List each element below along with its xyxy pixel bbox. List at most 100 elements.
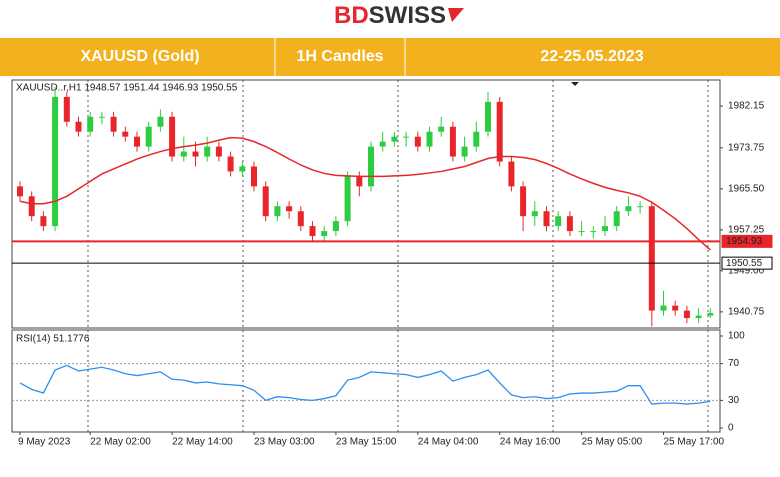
candle-body xyxy=(28,196,35,217)
candle-body xyxy=(309,226,316,237)
logo-b: SWISS xyxy=(369,2,446,29)
x-tick-label: 23 May 15:00 xyxy=(336,437,397,448)
candle-body xyxy=(578,231,585,233)
logo-icon xyxy=(448,8,464,22)
date-range: 22-25.05.2023 xyxy=(540,48,643,65)
candle-body xyxy=(379,141,386,147)
candle-body xyxy=(63,96,70,122)
candle-body xyxy=(543,211,550,227)
y-tick-label: 1973.75 xyxy=(728,142,765,153)
price-label: 1954.93 xyxy=(726,236,763,247)
candle-body xyxy=(251,166,257,187)
candle-body xyxy=(473,131,480,147)
candle-body xyxy=(531,211,538,217)
moving-average xyxy=(19,136,711,251)
candle-body xyxy=(660,305,667,311)
y-tick-label: 1957.25 xyxy=(728,224,765,235)
candle-body xyxy=(461,146,468,157)
candle-body xyxy=(157,116,164,127)
candle-body xyxy=(602,226,608,232)
marker xyxy=(571,82,579,86)
x-tick-label: 23 May 03:00 xyxy=(254,437,315,448)
rsi-line xyxy=(19,364,711,405)
candle-body xyxy=(566,216,573,232)
candle-body xyxy=(98,116,105,118)
y-tick-label: 0 xyxy=(728,423,734,434)
rsi-title: RSI(14) 51.1776 xyxy=(16,334,90,345)
candle-body xyxy=(169,116,176,157)
candle-body xyxy=(192,151,199,157)
candle-body xyxy=(134,136,140,147)
candle-body xyxy=(17,186,23,197)
x-tick-label: 22 May 02:00 xyxy=(90,437,151,448)
y-tick-label: 1949.00 xyxy=(728,265,765,276)
x-tick-label: 9 May 2023 xyxy=(18,437,71,448)
candle-body xyxy=(368,146,374,187)
candle-body xyxy=(274,206,281,217)
candle-body xyxy=(449,126,456,157)
price-label-box xyxy=(721,234,773,248)
candle-body xyxy=(555,216,562,227)
candle-body xyxy=(262,186,269,217)
candle-body xyxy=(508,161,515,187)
candle-body xyxy=(426,131,433,147)
candle-body xyxy=(356,176,363,187)
x-tick-label: 25 May 17:00 xyxy=(664,437,725,448)
candle-body xyxy=(52,96,59,227)
day-separators xyxy=(87,80,709,432)
logo-a: BD xyxy=(334,2,369,29)
x-tick-label: 24 May 16:00 xyxy=(500,437,561,448)
y-tick-label: 70 xyxy=(728,358,740,369)
y-tick-label: 1965.50 xyxy=(728,183,765,194)
instrument: XAUUSD (Gold) xyxy=(80,48,199,65)
price-info: XAUUSD..r,H1 1948.57 1951.44 1946.93 195… xyxy=(16,83,238,94)
candle-body xyxy=(695,315,702,319)
candle-body xyxy=(344,176,351,222)
candle-body xyxy=(391,136,398,142)
price-label-box xyxy=(721,256,773,270)
candle-body xyxy=(683,310,690,319)
banner xyxy=(0,38,780,76)
candle-body xyxy=(332,221,339,232)
logo: BDSWISS xyxy=(334,2,446,29)
candle-body xyxy=(110,116,117,132)
candle-body xyxy=(75,121,82,132)
candle-body xyxy=(438,126,445,132)
candle-body xyxy=(239,166,246,172)
x-tick-label: 25 May 05:00 xyxy=(582,437,643,448)
rsi-frame xyxy=(11,329,721,433)
candle-body xyxy=(414,136,421,147)
timeframe: 1H Candles xyxy=(296,48,383,65)
candle-body xyxy=(297,211,304,227)
candle-body xyxy=(625,206,632,212)
y-tick-label: 1940.75 xyxy=(728,306,765,317)
candle-body xyxy=(520,186,527,217)
x-tick-label: 22 May 14:00 xyxy=(172,437,233,448)
candle-body xyxy=(496,101,503,162)
candle-body xyxy=(648,206,655,311)
price-frame xyxy=(11,79,721,329)
candle-body xyxy=(672,305,679,311)
candle-body xyxy=(87,116,94,132)
candle-body xyxy=(227,156,234,172)
candle-body xyxy=(204,146,211,157)
candle-body xyxy=(215,146,222,157)
candle-body xyxy=(590,231,597,233)
y-tick-label: 1982.15 xyxy=(728,101,765,112)
candle-body xyxy=(122,131,129,137)
candle-body xyxy=(613,211,620,227)
candle-body xyxy=(637,206,644,208)
candle-body xyxy=(485,101,491,132)
candle-body xyxy=(180,151,187,157)
candle-body xyxy=(707,313,714,316)
candle-body xyxy=(321,231,328,237)
candle-body xyxy=(286,206,293,212)
candle-body xyxy=(403,136,410,138)
candle-body xyxy=(145,126,152,147)
x-tick-label: 24 May 04:00 xyxy=(418,437,479,448)
y-tick-label: 100 xyxy=(728,331,745,342)
candle-body xyxy=(40,216,47,227)
price-label: 1950.55 xyxy=(726,258,763,269)
